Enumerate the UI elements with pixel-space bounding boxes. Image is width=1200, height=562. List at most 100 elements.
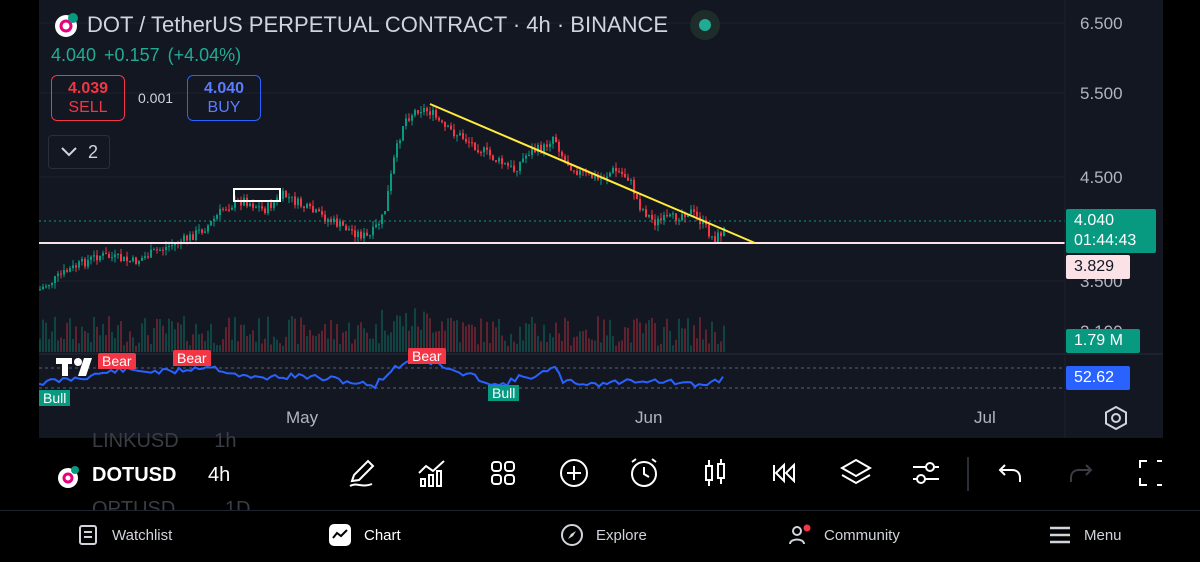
buy-button[interactable]: 4.040 BUY bbox=[187, 75, 261, 121]
volume-bar bbox=[390, 332, 392, 352]
candle-body bbox=[48, 284, 50, 287]
sell-price: 4.039 bbox=[67, 80, 109, 97]
candle-body bbox=[486, 147, 488, 150]
nav-menu[interactable]: Menu bbox=[1048, 523, 1122, 547]
chart-area[interactable]: DOT / TetherUS PERPETUAL CONTRACT · 4h ·… bbox=[39, 0, 1163, 438]
volume-bar bbox=[447, 318, 449, 352]
candle-body bbox=[555, 136, 557, 143]
candle-body bbox=[153, 249, 155, 251]
candle-body bbox=[300, 198, 302, 207]
layers-button[interactable] bbox=[838, 455, 874, 491]
current-symbol-name: DOTUSD bbox=[92, 464, 177, 486]
watchlist-symbol-above[interactable]: LINKUSD 1h bbox=[92, 430, 237, 453]
volume-bar bbox=[45, 322, 47, 352]
candle-body bbox=[420, 111, 422, 114]
volume-bar bbox=[597, 316, 599, 352]
settings-sliders-button[interactable] bbox=[908, 455, 944, 491]
volume-bar bbox=[189, 345, 191, 352]
candle-body bbox=[189, 234, 191, 241]
nav-community[interactable]: Community bbox=[788, 523, 900, 547]
volume-bar bbox=[666, 318, 668, 352]
candle-type-button[interactable] bbox=[697, 455, 733, 491]
market-status-icon[interactable] bbox=[690, 10, 721, 40]
undo-button[interactable] bbox=[992, 455, 1028, 491]
volume-bar bbox=[549, 333, 551, 352]
candle-body bbox=[219, 208, 221, 215]
fullscreen-button[interactable] bbox=[1134, 455, 1162, 491]
candle-body bbox=[498, 158, 500, 162]
candle-body bbox=[432, 109, 434, 116]
add-button[interactable] bbox=[556, 455, 592, 491]
watchlist-symbol-below[interactable]: OPTUSD 1D bbox=[92, 498, 250, 510]
candle-body bbox=[318, 209, 320, 212]
candle-body bbox=[222, 208, 224, 210]
nav-watchlist[interactable]: Watchlist bbox=[76, 523, 172, 547]
volume-bar bbox=[723, 325, 725, 352]
chart-settings-icon[interactable] bbox=[1103, 405, 1129, 431]
volume-bar bbox=[408, 330, 410, 352]
candle-body bbox=[462, 133, 464, 139]
dotusd-logo-icon bbox=[56, 465, 80, 489]
redo-button[interactable] bbox=[1063, 455, 1099, 491]
candle-body bbox=[228, 209, 230, 211]
volume-bar bbox=[321, 330, 323, 352]
candle-body bbox=[510, 165, 512, 167]
candle-body bbox=[480, 152, 482, 154]
volume-bar bbox=[453, 320, 455, 352]
candle-body bbox=[267, 202, 269, 214]
volume-bar bbox=[423, 311, 425, 352]
volume-bar bbox=[492, 321, 494, 352]
volume-bar bbox=[87, 332, 89, 352]
candle-body bbox=[708, 224, 710, 237]
candle-body bbox=[291, 196, 293, 198]
candle-body bbox=[321, 211, 323, 215]
buy-price: 4.040 bbox=[203, 80, 245, 97]
volume-bar bbox=[81, 326, 83, 352]
timeframe-button[interactable]: 4h bbox=[208, 464, 231, 486]
current-symbol-button[interactable]: DOTUSD bbox=[92, 464, 176, 487]
symbol-title[interactable]: DOT / TetherUS PERPETUAL CONTRACT · 4h ·… bbox=[87, 12, 669, 37]
chart-legend-title[interactable]: DOT / TetherUS PERPETUAL CONTRACT · 4h ·… bbox=[53, 10, 721, 40]
candle-body bbox=[618, 171, 620, 173]
sell-button[interactable]: 4.039 SELL bbox=[51, 75, 125, 121]
candle-body bbox=[417, 110, 419, 114]
nav-explore[interactable]: Explore bbox=[560, 523, 647, 547]
draw-icon bbox=[349, 459, 375, 487]
candle-body bbox=[339, 221, 341, 227]
candle-body bbox=[687, 214, 689, 218]
candle-body bbox=[534, 148, 536, 153]
candle-body bbox=[522, 158, 524, 162]
volume-bar bbox=[132, 337, 134, 352]
volume-bar bbox=[267, 316, 269, 352]
candle-body bbox=[549, 143, 551, 147]
nav-chart[interactable]: Chart bbox=[328, 523, 401, 547]
volume-bar bbox=[213, 342, 215, 352]
candle-body bbox=[723, 227, 725, 237]
candle-body bbox=[693, 209, 695, 212]
volume-bar bbox=[486, 321, 488, 352]
candle-body bbox=[288, 197, 290, 199]
alert-button[interactable] bbox=[626, 455, 662, 491]
candle-body bbox=[633, 179, 635, 194]
replay-button[interactable] bbox=[767, 455, 803, 491]
volume-bar bbox=[495, 327, 497, 352]
watchlist-symbol-above-timeframe: 1h bbox=[214, 430, 237, 452]
chart-icon bbox=[329, 524, 351, 546]
indicators-collapse-button[interactable]: 2 bbox=[48, 135, 110, 169]
candle-body bbox=[600, 178, 602, 180]
volume-bar bbox=[249, 334, 251, 352]
add-icon bbox=[560, 459, 588, 487]
layout-button[interactable] bbox=[485, 455, 521, 491]
volume-bar bbox=[372, 338, 374, 352]
volume-bar bbox=[468, 324, 470, 352]
candle-body bbox=[504, 163, 506, 165]
volume-bar bbox=[639, 322, 641, 352]
volume-bar bbox=[426, 313, 428, 352]
current-price-tag: 4.040 01:44:43 bbox=[1066, 209, 1156, 253]
draw-tool-button[interactable] bbox=[344, 455, 380, 491]
indicators-button[interactable] bbox=[414, 455, 450, 491]
volume-bar bbox=[672, 345, 674, 352]
candle-body bbox=[375, 224, 377, 227]
volume-bar bbox=[114, 338, 116, 352]
price-chart[interactable] bbox=[39, 0, 1163, 438]
